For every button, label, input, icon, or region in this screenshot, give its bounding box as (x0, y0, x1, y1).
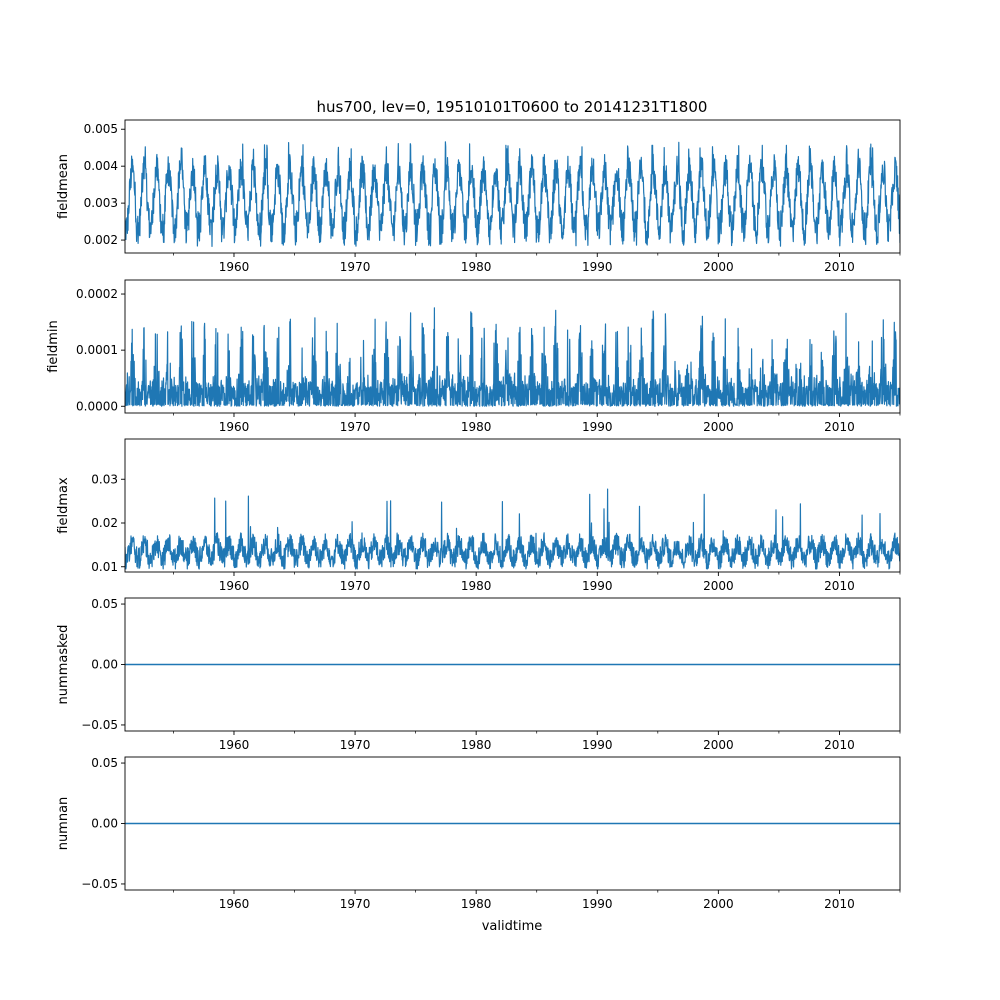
subplot-fieldmean: 1960 1970 1980 1990 2000 2010 0.002 0.003 0.004 0… (56, 119, 901, 274)
x-tick-label: 1970 (340, 738, 371, 752)
subplot-nummasked: 1960 1970 1980 1990 2000 2010 −0.05 0.00 0.05 num… (56, 597, 901, 752)
x-tick-label: 1960 (219, 738, 250, 752)
x-tick-label: 1990 (582, 260, 613, 274)
y-tick-label: 0.02 (91, 516, 118, 530)
y-axis-label-fieldmean: fieldmean (56, 154, 71, 219)
y-tick-label: −0.05 (81, 718, 118, 732)
y-tick-label: 0.005 (84, 122, 118, 136)
y-tick-label: 0.03 (91, 472, 118, 486)
y-tick-label: 0.002 (84, 233, 118, 247)
x-tick-label: 2000 (703, 897, 734, 911)
series-line-fieldmean (125, 141, 900, 247)
x-tick-label: 1990 (582, 738, 613, 752)
x-tick-label: 1970 (340, 420, 371, 434)
x-tick-label: 1980 (461, 738, 492, 752)
y-tick-label: 0.0001 (76, 343, 118, 357)
y-axis-label-numnan: numnan (56, 797, 71, 851)
x-tick-label: 2010 (824, 738, 855, 752)
y-tick-label: 0.05 (91, 597, 118, 611)
y-tick-label: 0.003 (84, 196, 118, 210)
y-tick-label: 0.0000 (76, 399, 118, 413)
x-tick-label: 1970 (340, 579, 371, 593)
y-tick-label: 0.01 (91, 560, 118, 574)
x-tick-label: 2010 (824, 260, 855, 274)
x-tick-label: 1970 (340, 260, 371, 274)
subplot-panels: 1960 1970 1980 1990 2000 2010 0.002 0.003 0.004 0… (46, 119, 901, 911)
x-tick-label: 1980 (461, 897, 492, 911)
subplot-fieldmin: 1960 1970 1980 1990 2000 2010 0.0000 0.0001 0.00… (46, 279, 901, 434)
x-tick-label: 1960 (219, 420, 250, 434)
y-tick-label: 0.0002 (76, 287, 118, 301)
subplot-fieldmax: 1960 1970 1980 1990 2000 2010 0.01 0.02 0.03 fiel… (56, 438, 901, 593)
x-tick-label: 1990 (582, 897, 613, 911)
subplot-numnan: 1960 1970 1980 1990 2000 2010 −0.05 0.00 0.05 num… (56, 756, 901, 911)
x-tick-label: 2000 (703, 420, 734, 434)
x-tick-label: 1980 (461, 260, 492, 274)
figure-title: hus700, lev=0, 19510101T0600 to 20141231… (317, 98, 708, 116)
axes-frame (124, 438, 901, 573)
y-axis-label-fieldmax: fieldmax (56, 477, 71, 534)
x-tick-label: 2000 (703, 579, 734, 593)
axes-frame (124, 279, 901, 414)
x-tick-label: 2010 (824, 897, 855, 911)
y-axis-label-fieldmin: fieldmin (46, 320, 61, 373)
x-tick-label: 1960 (219, 897, 250, 911)
series-line-fieldmin (125, 307, 900, 407)
x-tick-label: 1960 (219, 579, 250, 593)
x-tick-label: 2000 (703, 260, 734, 274)
y-tick-label: 0.00 (91, 658, 118, 672)
x-tick-label: 2000 (703, 738, 734, 752)
x-tick-label: 1990 (582, 420, 613, 434)
series-line-fieldmax (125, 488, 900, 570)
x-tick-label: 1990 (582, 579, 613, 593)
y-tick-label: 0.05 (91, 756, 118, 770)
y-axis-label-nummasked: nummasked (56, 625, 71, 705)
x-tick-label: 1980 (461, 420, 492, 434)
y-tick-label: 0.00 (91, 817, 118, 831)
x-axis-label: validtime (482, 919, 543, 934)
y-tick-label: 0.004 (84, 159, 118, 173)
x-tick-label: 1960 (219, 260, 250, 274)
x-tick-label: 2010 (824, 420, 855, 434)
axes-frame (124, 119, 901, 254)
y-tick-label: −0.05 (81, 877, 118, 891)
x-tick-label: 1970 (340, 897, 371, 911)
x-tick-label: 1980 (461, 579, 492, 593)
x-tick-label: 2010 (824, 579, 855, 593)
